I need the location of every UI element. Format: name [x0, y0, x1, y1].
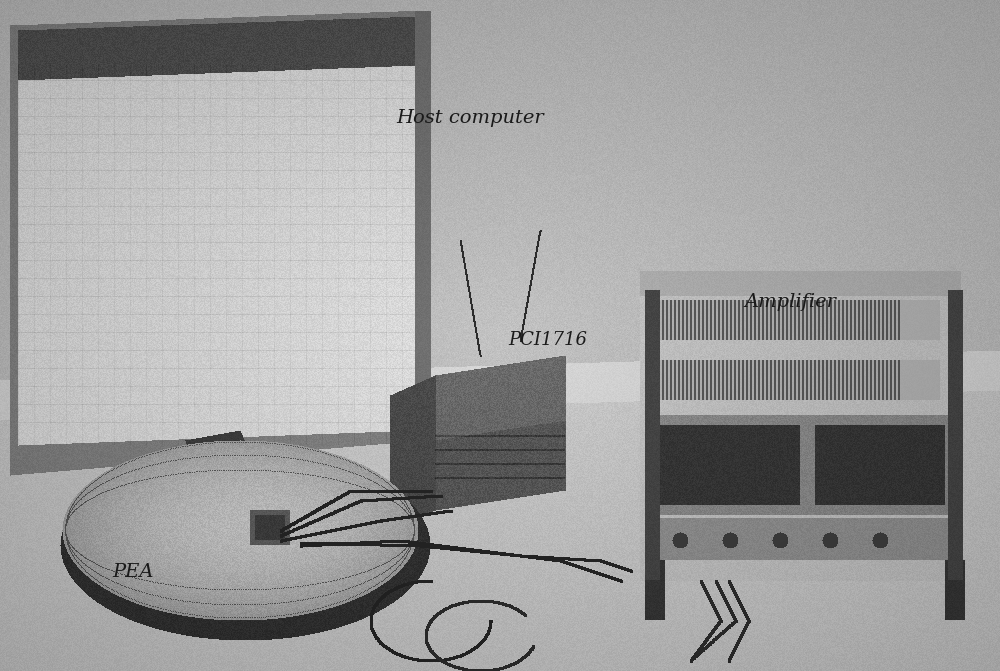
- Text: Amplifier: Amplifier: [744, 293, 836, 311]
- Text: Host computer: Host computer: [396, 109, 544, 127]
- Text: PCI1716: PCI1716: [508, 331, 587, 349]
- Text: PEA: PEA: [112, 563, 154, 581]
